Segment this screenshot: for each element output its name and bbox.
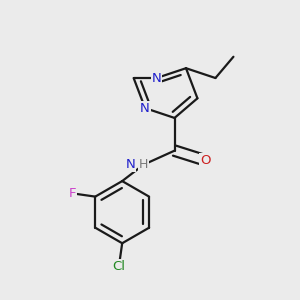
Text: F: F <box>69 187 76 200</box>
Text: O: O <box>200 154 211 167</box>
Text: Cl: Cl <box>112 260 125 273</box>
Text: N: N <box>140 102 150 115</box>
Text: H: H <box>139 158 148 171</box>
Text: N: N <box>152 71 161 85</box>
Text: N: N <box>125 158 135 171</box>
